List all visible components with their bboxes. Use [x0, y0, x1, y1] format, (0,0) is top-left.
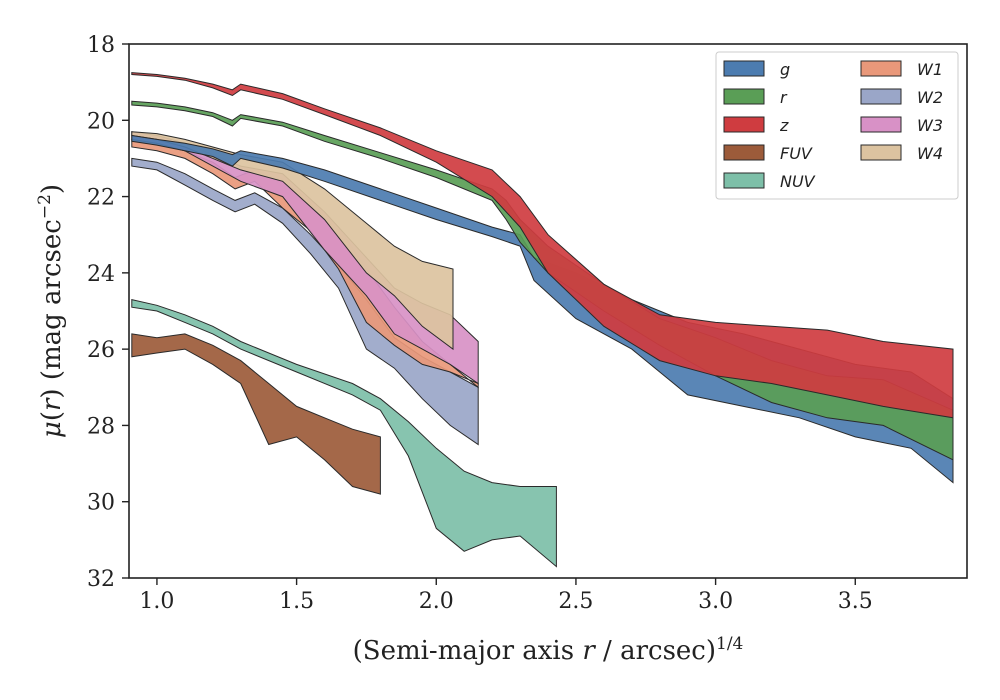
x-tick-label: 2.0	[419, 589, 454, 614]
legend-label-nuv: NUV	[780, 172, 816, 191]
legend-swatch-g	[723, 60, 765, 77]
plot-frame	[128, 43, 968, 579]
y-axis-title: μ(r) (mag arcsec−2)	[35, 184, 67, 438]
legend: grz FUV NUV W1 W2 W3 W4	[715, 51, 959, 200]
y-tick-label: 20	[87, 109, 115, 134]
legend-swatch-r	[723, 88, 765, 105]
legend-label-w1: W1	[917, 60, 943, 79]
x-axis-ticks: 1.0 1.5 2.0 2.5 3.0 3.5	[139, 578, 873, 614]
x-tick-label: 2.5	[558, 589, 593, 614]
x-tick-label: 3.5	[838, 589, 873, 614]
band-fuv	[131, 333, 381, 495]
band-nuv	[131, 298, 557, 568]
legend-swatch-w1	[860, 60, 902, 77]
y-tick-label: 28	[87, 414, 115, 439]
legend-label-g: g	[780, 60, 790, 79]
legend-label-w3: W3	[917, 116, 943, 135]
legend-label-z: z	[779, 116, 789, 135]
y-tick-label: 18	[87, 33, 115, 58]
band-g	[131, 134, 954, 484]
y-axis-ticks: 18 20 22 24 26 28 30 32	[87, 33, 129, 592]
legend-label-w2: W2	[917, 88, 943, 107]
legend-swatch-nuv	[723, 172, 765, 189]
legend-swatch-z	[723, 116, 765, 133]
legend-label-fuv: FUV	[780, 144, 813, 163]
legend-swatch-fuv	[723, 144, 765, 161]
band-z	[131, 72, 954, 419]
legend-label-r: r	[780, 88, 788, 107]
series-bands	[131, 72, 954, 568]
y-tick-label: 22	[87, 186, 115, 211]
x-tick-label: 1.5	[279, 589, 314, 614]
legend-swatch-w2	[860, 88, 902, 105]
legend-label-w4: W4	[917, 144, 943, 163]
y-tick-label: 24	[87, 262, 115, 287]
y-tick-label: 26	[87, 338, 115, 363]
y-tick-label: 30	[87, 491, 115, 516]
x-axis-title: (Semi-major axis r / arcsec)1/4	[353, 634, 744, 666]
y-tick-label: 32	[87, 567, 115, 592]
x-tick-label: 1.0	[139, 589, 174, 614]
x-tick-label: 3.0	[698, 589, 733, 614]
legend-swatch-w4	[860, 144, 902, 161]
band-w2	[131, 157, 479, 446]
legend-swatch-w3	[860, 116, 902, 133]
